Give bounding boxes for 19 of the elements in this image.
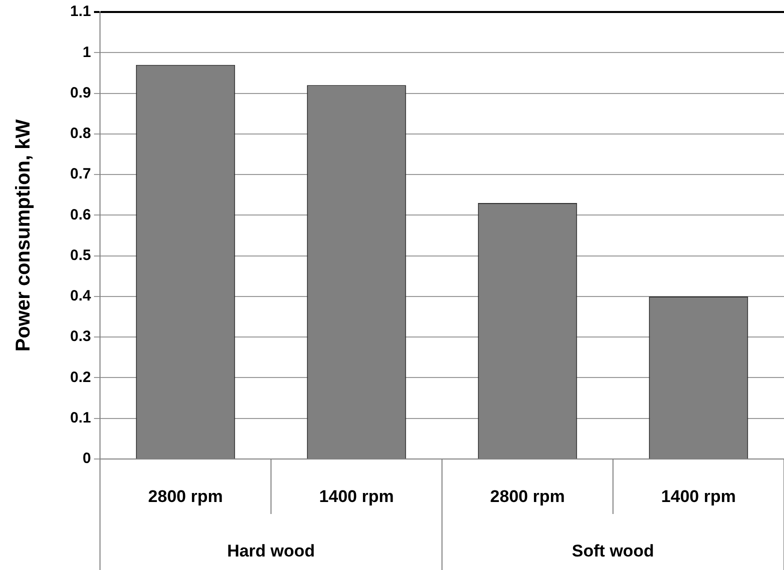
y-tick-label: 0.6 bbox=[70, 206, 91, 224]
y-tick-label: 0.9 bbox=[70, 84, 91, 102]
y-tick-label: 0.1 bbox=[70, 410, 91, 427]
y-tick-label: 0.5 bbox=[70, 246, 91, 264]
y-tick-label: 1 bbox=[82, 44, 91, 61]
y-axis-title: Power consumption, kW bbox=[12, 119, 35, 352]
x-tick-label: 1400 rpm bbox=[319, 486, 394, 506]
y-tick-label: 0.3 bbox=[70, 328, 91, 346]
y-tick-label: 0.8 bbox=[70, 125, 91, 142]
x-tick-label: 1400 rpm bbox=[661, 486, 736, 506]
y-tick-label: 0.4 bbox=[70, 288, 92, 305]
y-tick-label: 0 bbox=[82, 450, 91, 468]
y-tick-label: 0.2 bbox=[70, 368, 91, 386]
y-tick-label: 0.7 bbox=[70, 166, 91, 183]
x-tick-label: 2800 rpm bbox=[148, 486, 223, 506]
y-tick-label: 1.1 bbox=[70, 3, 91, 20]
text: Soft wood bbox=[572, 542, 654, 561]
text: Hard wood bbox=[227, 542, 315, 561]
x-tick-label: 2800 rpm bbox=[490, 486, 565, 506]
